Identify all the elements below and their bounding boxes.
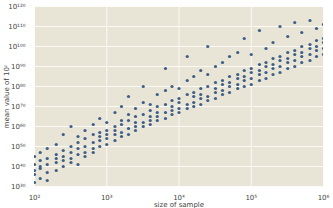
svg-text:10⁷⁰: 10⁷⁰: [11, 103, 26, 111]
svg-text:size of sample: size of sample: [154, 201, 204, 208]
svg-text:10⁵⁰: 10⁵⁰: [11, 143, 26, 151]
svg-text:10⁴⁰: 10⁴⁰: [11, 163, 26, 171]
svg-text:mean value of 10ᶻ: mean value of 10ᶻ: [3, 64, 11, 128]
svg-text:10³: 10³: [101, 194, 113, 202]
svg-text:10⁹⁰: 10⁹⁰: [11, 63, 26, 71]
svg-text:10⁵: 10⁵: [245, 194, 257, 202]
svg-text:10³⁰: 10³⁰: [11, 183, 26, 191]
svg-text:10¹⁰⁰: 10¹⁰⁰: [8, 43, 26, 51]
svg-text:10⁶⁰: 10⁶⁰: [11, 123, 26, 131]
svg-text:10²: 10²: [29, 194, 41, 202]
svg-text:10¹¹⁰: 10¹¹⁰: [8, 23, 26, 31]
svg-text:10⁸⁰: 10⁸⁰: [11, 83, 26, 91]
svg-text:10⁶: 10⁶: [318, 194, 330, 202]
svg-text:10¹²⁰: 10¹²⁰: [8, 3, 26, 11]
svg-text:10⁴: 10⁴: [173, 194, 185, 203]
